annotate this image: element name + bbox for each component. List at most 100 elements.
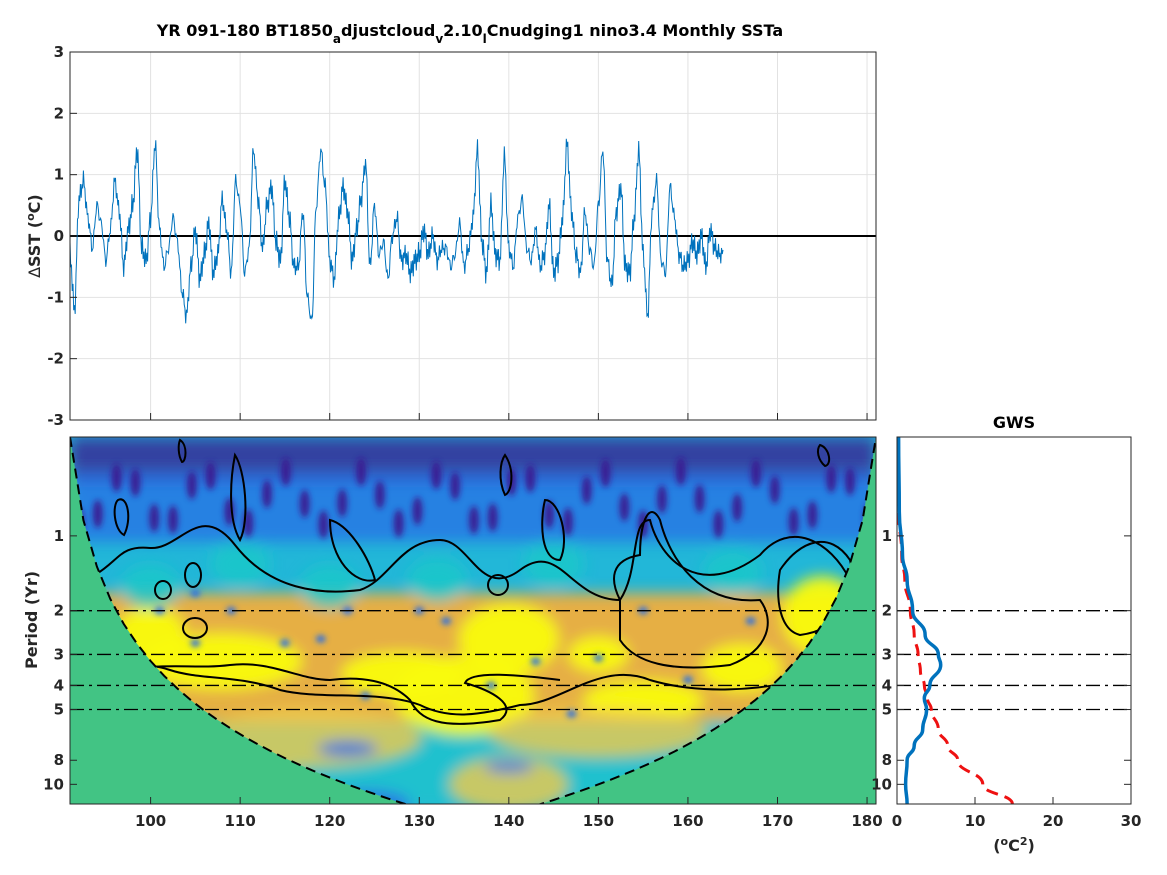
power-blob xyxy=(845,467,856,496)
y-tick-label: 3 xyxy=(54,645,64,663)
power-blob xyxy=(441,616,452,625)
power-blob xyxy=(450,472,461,501)
x-tick-label: 150 xyxy=(583,812,614,830)
significance-contour xyxy=(486,574,510,596)
gws-y-tick-label: 3 xyxy=(882,645,892,663)
y-tick-label: 2 xyxy=(54,104,64,122)
gws-significance-curve xyxy=(897,437,1014,804)
gws-x-label: (oC2) xyxy=(993,835,1035,855)
power-blob xyxy=(414,606,425,615)
power-blob xyxy=(149,503,160,532)
x-tick-label: 160 xyxy=(672,812,703,830)
gws-y-ticks: 1 2 3 4 5 8 10 xyxy=(871,527,1131,793)
power-blob xyxy=(205,461,216,490)
gws-axes-box xyxy=(896,436,1132,805)
wavelet-y-label: Period (Yr) xyxy=(22,571,41,669)
significance-contour xyxy=(499,453,513,497)
power-blob xyxy=(299,564,360,609)
power-blob xyxy=(593,653,604,662)
y-tick-label: 4 xyxy=(54,676,64,694)
power-blob xyxy=(675,457,686,486)
significance-contour xyxy=(183,562,203,588)
power-blob xyxy=(317,740,378,757)
power-blob xyxy=(694,484,705,513)
power-blob xyxy=(92,499,103,528)
power-blob xyxy=(788,507,799,536)
y-tick-label: 5 xyxy=(54,701,64,719)
power-blob xyxy=(190,639,201,648)
significance-contour xyxy=(230,452,247,543)
gws-x-ticks: 0 10 20 30 xyxy=(892,797,1141,830)
x-tick-label: 140 xyxy=(493,812,524,830)
gws-panel: 1 2 3 4 5 8 10 0 10 20 30 GWS (oC2) xyxy=(871,413,1141,855)
power-blob xyxy=(130,468,141,497)
power-blob xyxy=(562,507,573,536)
significance-contour xyxy=(181,617,209,639)
y-tick-label: -3 xyxy=(47,411,64,429)
power-blob xyxy=(458,603,559,674)
power-blob xyxy=(262,480,273,509)
x-tick-label: 130 xyxy=(404,812,435,830)
power-blob xyxy=(142,633,303,690)
power-blob xyxy=(356,457,367,486)
significance-contour xyxy=(541,498,565,562)
significance-contour xyxy=(613,511,769,669)
gws-y-tick-label: 1 xyxy=(882,527,892,545)
power-blob xyxy=(280,457,291,486)
power-blob xyxy=(120,564,181,609)
y-tick-label: 3 xyxy=(54,43,64,61)
significance-contour xyxy=(113,498,130,537)
x-tick-label: 120 xyxy=(314,812,345,830)
gws-background xyxy=(897,437,1131,804)
power-blob xyxy=(337,488,348,517)
power-blob xyxy=(530,657,541,666)
significance-contour xyxy=(94,518,852,716)
significance-contours xyxy=(94,438,854,725)
power-blob xyxy=(111,463,122,492)
gws-x-tick-label: 20 xyxy=(1043,812,1064,830)
gws-y-tick-label: 10 xyxy=(871,775,892,793)
y-tick-label: 2 xyxy=(54,602,64,620)
power-blob xyxy=(701,643,782,692)
power-blob xyxy=(487,503,498,532)
power-blob xyxy=(468,506,479,535)
wavelet-power-map xyxy=(70,437,876,804)
power-blob xyxy=(315,634,326,643)
significance-contour xyxy=(109,663,561,725)
power-blob xyxy=(407,557,468,602)
power-blob xyxy=(525,464,536,493)
gws-x-tick-label: 0 xyxy=(892,812,902,830)
timeseries-y-ticks: 3 2 1 0 -1 -2 -3 xyxy=(47,43,77,429)
power-blob xyxy=(566,709,577,718)
power-blob xyxy=(488,707,709,758)
x-tick-label: 180 xyxy=(851,812,882,830)
power-blob xyxy=(769,475,780,504)
gws-reference-lines xyxy=(897,610,1131,711)
power-blob xyxy=(341,652,462,697)
y-tick-label: 1 xyxy=(54,527,64,545)
power-blob xyxy=(544,500,555,529)
y-tick-label: -2 xyxy=(47,350,64,368)
gws-y-tick-label: 4 xyxy=(882,676,892,694)
timeseries-y-label: ∆SST (oC) xyxy=(24,194,44,278)
power-blob xyxy=(713,510,724,539)
x-tick-label: 170 xyxy=(762,812,793,830)
y-tick-label: 10 xyxy=(43,775,64,793)
chart-title: YR 091-180 BT1850adjustcloudv2.10lCnudgi… xyxy=(156,21,783,46)
significance-contour xyxy=(177,438,187,464)
y-tick-label: 0 xyxy=(54,227,64,245)
significance-contour xyxy=(328,518,377,582)
wavelet-power-spots xyxy=(73,457,874,718)
power-blob xyxy=(190,589,201,598)
power-blob xyxy=(656,485,667,514)
power-blob xyxy=(483,760,534,773)
power-blob xyxy=(732,493,743,522)
y-tick-label: -1 xyxy=(47,288,64,306)
power-blob xyxy=(393,509,404,538)
power-blob xyxy=(807,500,818,529)
power-blob xyxy=(374,480,385,509)
power-blob xyxy=(581,476,592,505)
gws-x-tick-label: 10 xyxy=(965,812,986,830)
timeseries-x-ticks xyxy=(150,413,868,420)
power-blob xyxy=(412,496,423,525)
